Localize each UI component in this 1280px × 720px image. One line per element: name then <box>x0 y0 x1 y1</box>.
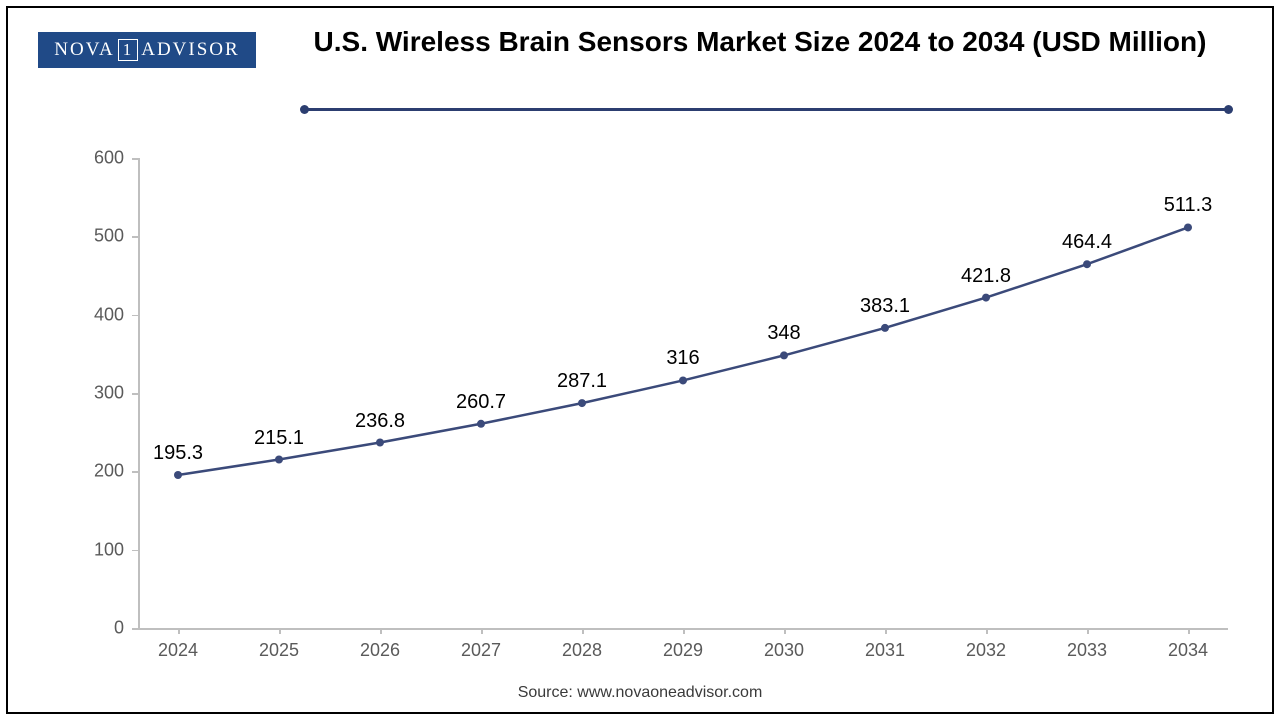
data-label: 464.4 <box>1062 231 1112 254</box>
data-label: 348 <box>767 322 800 345</box>
x-tick-label: 2030 <box>764 640 804 661</box>
data-label: 260.7 <box>456 391 506 414</box>
x-tick <box>683 628 685 634</box>
x-tick <box>178 628 180 634</box>
divider-line <box>304 108 1228 111</box>
data-label: 215.1 <box>254 427 304 450</box>
series-marker <box>679 376 687 384</box>
data-label: 287.1 <box>557 370 607 393</box>
x-tick-label: 2026 <box>360 640 400 661</box>
brand-logo: NOVA 1 ADVISOR <box>38 32 256 68</box>
x-tick <box>380 628 382 634</box>
x-tick-label: 2027 <box>461 640 501 661</box>
logo-left: NOVA <box>54 39 114 61</box>
y-tick-label: 100 <box>64 539 124 560</box>
series-marker <box>1184 223 1192 231</box>
series-svg <box>138 158 1228 628</box>
y-tick-label: 200 <box>64 461 124 482</box>
y-tick <box>132 628 138 630</box>
y-tick-label: 600 <box>64 148 124 169</box>
y-tick-label: 0 <box>64 618 124 639</box>
x-tick-label: 2033 <box>1067 640 1107 661</box>
logo-right: ADVISOR <box>141 39 239 61</box>
data-label: 316 <box>666 347 699 370</box>
x-tick <box>885 628 887 634</box>
series-marker <box>275 456 283 464</box>
series-marker <box>780 351 788 359</box>
y-tick-label: 400 <box>64 304 124 325</box>
data-label: 195.3 <box>153 442 203 465</box>
data-label: 236.8 <box>355 410 405 433</box>
series-marker <box>1083 260 1091 268</box>
data-label: 511.3 <box>1164 194 1213 217</box>
series-marker <box>376 439 384 447</box>
x-tick-label: 2029 <box>663 640 703 661</box>
series-marker <box>477 420 485 428</box>
series-marker <box>174 471 182 479</box>
x-tick <box>279 628 281 634</box>
x-tick-label: 2032 <box>966 640 1006 661</box>
y-tick-label: 500 <box>64 226 124 247</box>
chart-title: U.S. Wireless Brain Sensors Market Size … <box>288 24 1232 59</box>
divider-cap-right <box>1224 105 1233 114</box>
series-marker <box>881 324 889 332</box>
series-marker <box>578 399 586 407</box>
x-tick <box>1188 628 1190 634</box>
divider-cap-left <box>300 105 309 114</box>
x-tick <box>481 628 483 634</box>
x-tick-label: 2028 <box>562 640 602 661</box>
data-label: 421.8 <box>961 265 1011 288</box>
data-label: 383.1 <box>860 295 910 318</box>
x-tick <box>582 628 584 634</box>
x-tick <box>986 628 988 634</box>
x-tick-label: 2034 <box>1168 640 1208 661</box>
source-text: Source: www.novaoneadvisor.com <box>8 684 1272 702</box>
chart-frame: NOVA 1 ADVISOR U.S. Wireless Brain Senso… <box>6 6 1274 714</box>
x-tick-label: 2031 <box>865 640 905 661</box>
x-tick-label: 2025 <box>259 640 299 661</box>
logo-box: 1 <box>118 39 139 61</box>
x-tick <box>784 628 786 634</box>
series-marker <box>982 294 990 302</box>
y-tick-label: 300 <box>64 383 124 404</box>
line-chart: 0100200300400500600202420252026202720282… <box>138 158 1228 628</box>
x-tick-label: 2024 <box>158 640 198 661</box>
title-divider <box>304 105 1228 108</box>
x-tick <box>1087 628 1089 634</box>
